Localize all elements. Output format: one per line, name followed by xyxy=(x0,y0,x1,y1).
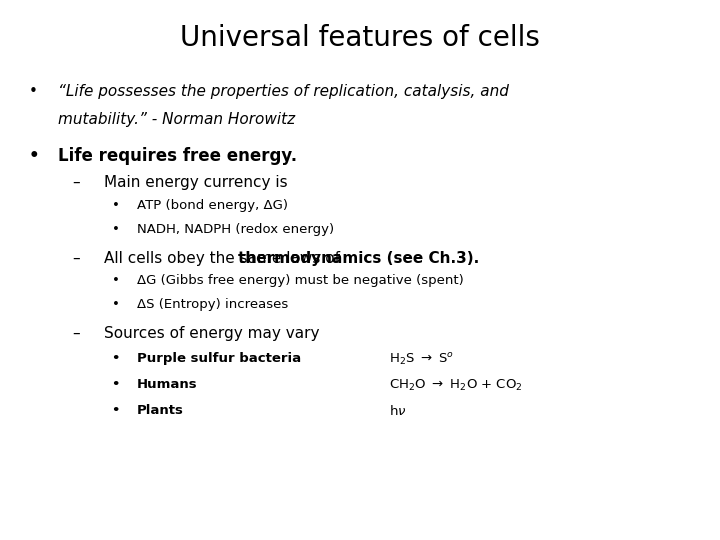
Text: –: – xyxy=(72,251,80,266)
Text: •: • xyxy=(112,274,120,287)
Text: Main energy currency is: Main energy currency is xyxy=(104,175,288,190)
Text: ΔG (Gibbs free energy) must be negative (spent): ΔG (Gibbs free energy) must be negative … xyxy=(137,274,464,287)
Text: •: • xyxy=(29,84,37,99)
Text: •: • xyxy=(112,378,120,391)
Text: –: – xyxy=(72,175,80,190)
Text: Universal features of cells: Universal features of cells xyxy=(180,24,540,52)
Text: NADH, NADPH (redox energy): NADH, NADPH (redox energy) xyxy=(137,222,334,235)
Text: ATP (bond energy, ΔG): ATP (bond energy, ΔG) xyxy=(137,199,288,212)
Text: Humans: Humans xyxy=(137,378,197,391)
Text: •: • xyxy=(112,222,120,235)
Text: h$\nu$: h$\nu$ xyxy=(389,404,406,418)
Text: –: – xyxy=(72,326,80,341)
Text: Plants: Plants xyxy=(137,404,184,417)
Text: Purple sulfur bacteria: Purple sulfur bacteria xyxy=(137,352,301,365)
Text: H$_2$S $\rightarrow$ S$^o$: H$_2$S $\rightarrow$ S$^o$ xyxy=(389,352,454,368)
Text: •: • xyxy=(112,199,120,212)
Text: ΔS (Entropy) increases: ΔS (Entropy) increases xyxy=(137,298,288,311)
Text: thermodynamics (see Ch.3).: thermodynamics (see Ch.3). xyxy=(238,251,480,266)
Text: “Life possesses the properties of replication, catalysis, and: “Life possesses the properties of replic… xyxy=(58,84,508,99)
Text: Life requires free energy.: Life requires free energy. xyxy=(58,147,297,165)
Text: All cells obey the same laws of: All cells obey the same laws of xyxy=(104,251,346,266)
Text: •: • xyxy=(112,404,120,417)
Text: CH$_2$O $\rightarrow$ H$_2$O + CO$_2$: CH$_2$O $\rightarrow$ H$_2$O + CO$_2$ xyxy=(389,378,523,393)
Text: mutability.” - Norman Horowitz: mutability.” - Norman Horowitz xyxy=(58,112,294,127)
Text: •: • xyxy=(112,298,120,311)
Text: •: • xyxy=(29,147,40,165)
Text: Sources of energy may vary: Sources of energy may vary xyxy=(104,326,320,341)
Text: •: • xyxy=(112,352,120,365)
